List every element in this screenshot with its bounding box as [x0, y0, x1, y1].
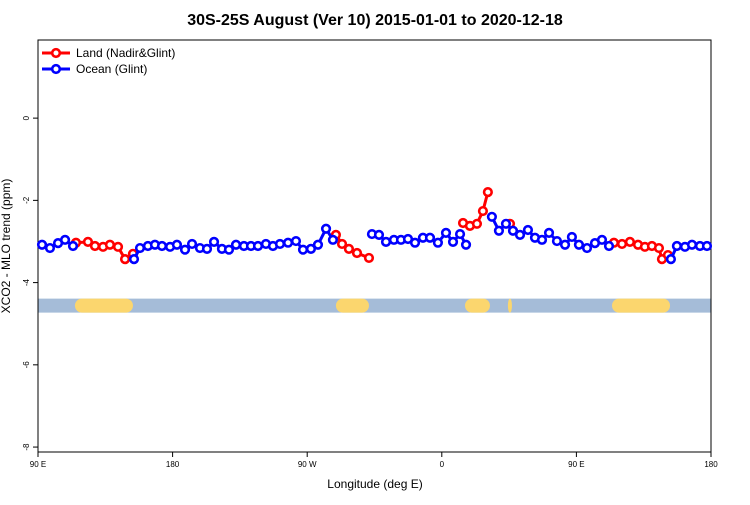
data-point: [559, 239, 571, 250]
data-point: [223, 244, 235, 255]
y-tick-label: -4: [22, 278, 31, 286]
land-region: [74, 298, 133, 313]
y-tick-label: -8: [22, 443, 31, 451]
data-point: [373, 229, 385, 240]
data-point: [208, 236, 220, 247]
data-point: [454, 228, 466, 240]
data-point: [603, 240, 615, 252]
y-tick-label: -2: [22, 196, 31, 204]
data-point: [134, 242, 146, 254]
land-region: [335, 298, 369, 313]
data-point: [380, 236, 392, 247]
chart-title: 30S-25S August (Ver 10) 2015-01-01 to 20…: [187, 12, 563, 29]
data-point: [305, 243, 317, 254]
data-point: [686, 239, 698, 250]
data-point: [327, 234, 339, 245]
x-tick-label: 90 W: [298, 460, 317, 469]
data-point: [507, 225, 519, 236]
data-point: [320, 223, 332, 234]
y-tick-label: -6: [22, 361, 31, 369]
legend-label: Ocean (Glint): [76, 62, 147, 76]
data-point: [566, 231, 578, 243]
x-axis-label: Longitude (deg E): [327, 477, 422, 491]
y-axis-label: XCO2 - MLO trend (ppm): [0, 179, 13, 314]
data-point: [343, 243, 355, 254]
x-tick-label: 90 E: [568, 460, 584, 469]
data-point: [201, 243, 213, 254]
data-point: [67, 240, 79, 252]
data-point: [36, 239, 48, 250]
data-point: [522, 224, 534, 236]
data-point: [297, 244, 309, 255]
data-point: [59, 234, 71, 245]
data-point: [596, 234, 608, 245]
data-point: [514, 229, 526, 240]
data-point: [104, 239, 116, 250]
y-tick-label: 0: [22, 115, 31, 120]
data-point: [336, 238, 348, 250]
data-point: [536, 234, 548, 245]
data-point: [424, 232, 436, 243]
land-region: [611, 298, 671, 313]
data-point: [119, 254, 131, 265]
data-point: [89, 240, 101, 252]
data-point: [128, 254, 140, 265]
data-point: [573, 239, 585, 250]
land-region: [464, 298, 490, 313]
data-point: [471, 218, 483, 229]
data-point: [290, 235, 302, 247]
data-point: [82, 236, 94, 247]
data-point: [230, 239, 242, 250]
data-point: [171, 239, 183, 250]
data-point: [543, 227, 555, 238]
data-point: [409, 237, 421, 248]
data-point: [493, 225, 505, 236]
data-point: [282, 237, 294, 248]
data-point: [432, 237, 444, 248]
data-point: [186, 238, 198, 250]
data-point: [252, 240, 264, 252]
data-point: [653, 242, 665, 254]
data-point: [671, 240, 683, 252]
data-point: [179, 244, 191, 255]
data-point: [44, 242, 56, 254]
data-point: [460, 239, 472, 250]
legend-marker: [50, 47, 62, 59]
data-point: [482, 187, 493, 198]
data-point: [581, 242, 593, 254]
ocean-band: [38, 298, 711, 313]
data-point: [363, 252, 375, 264]
data-point: [112, 241, 124, 252]
x-tick-label: 90 E: [30, 460, 46, 469]
x-tick-label: 180: [704, 460, 718, 469]
data-point: [312, 239, 324, 250]
data-point: [616, 238, 628, 250]
data-point: [624, 236, 636, 247]
land-region: [507, 298, 512, 313]
x-tick-label: 0: [440, 460, 445, 469]
data-point: [486, 211, 498, 222]
x-tick-label: 180: [166, 460, 180, 469]
data-point: [274, 238, 286, 250]
data-point: [156, 240, 168, 252]
data-point: [440, 227, 452, 238]
legend-marker: [50, 63, 62, 75]
data-point: [351, 247, 363, 259]
data-point: [665, 254, 677, 265]
legend-label: Land (Nadir&Glint): [76, 46, 175, 60]
data-point: [701, 240, 713, 252]
data-point: [500, 218, 512, 229]
data-point: [477, 205, 489, 217]
data-point: [447, 236, 459, 247]
data-point: [551, 235, 563, 247]
